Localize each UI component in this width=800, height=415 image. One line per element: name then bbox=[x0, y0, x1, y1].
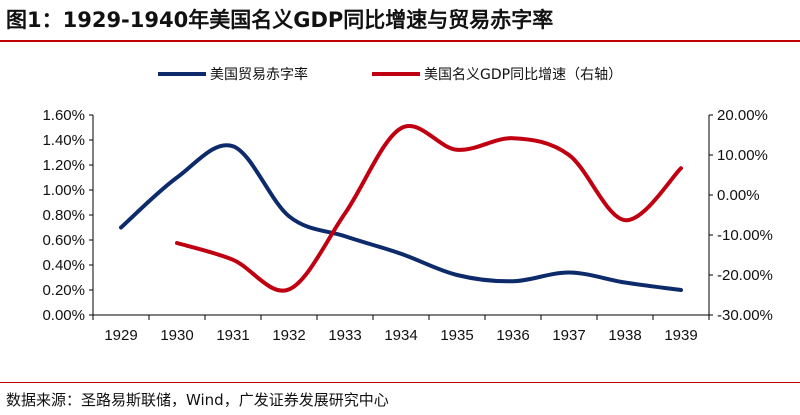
left-axis-tick-label: 1.00% bbox=[42, 182, 85, 199]
right-axis-tick-label: 20.00% bbox=[717, 107, 768, 124]
chart-title: 图1：1929-1940年美国名义GDP同比增速与贸易赤字率 bbox=[6, 8, 554, 32]
legend-label: 美国贸易赤字率 bbox=[210, 66, 308, 83]
right-axis-tick-label: -30.00% bbox=[717, 307, 773, 324]
x-axis-tick-label: 1938 bbox=[608, 327, 641, 344]
x-axis-tick-label: 1933 bbox=[328, 327, 361, 344]
left-axis-tick-label: 1.40% bbox=[42, 132, 85, 149]
source-divider bbox=[0, 382, 800, 383]
left-axis-tick-label: 0.20% bbox=[42, 282, 85, 299]
right-axis-tick-label: 0.00% bbox=[717, 187, 760, 204]
legend-label: 美国名义GDP同比增速（右轴） bbox=[424, 67, 622, 83]
x-axis-tick-label: 1930 bbox=[160, 327, 193, 344]
x-axis-tick-label: 1935 bbox=[440, 327, 473, 344]
right-axis-tick-label: -10.00% bbox=[717, 227, 773, 244]
left-axis-tick-label: 0.00% bbox=[42, 307, 85, 324]
left-axis-tick-label: 1.60% bbox=[42, 107, 85, 124]
left-axis-tick-label: 1.20% bbox=[42, 157, 85, 174]
x-axis-tick-label: 1934 bbox=[384, 327, 417, 344]
left-axis-tick-label: 0.60% bbox=[42, 232, 85, 249]
x-axis-tick-label: 1931 bbox=[216, 327, 249, 344]
left-axis-tick-label: 0.80% bbox=[42, 207, 85, 224]
x-axis-tick-label: 1929 bbox=[104, 327, 137, 344]
title-divider bbox=[0, 40, 800, 42]
x-axis-tick-label: 1939 bbox=[664, 327, 697, 344]
x-axis-tick-label: 1932 bbox=[272, 327, 305, 344]
series-line-gdp-growth bbox=[175, 124, 683, 293]
x-axis-tick-label: 1937 bbox=[552, 327, 585, 344]
right-axis-tick-label: 10.00% bbox=[717, 147, 768, 164]
series-line-trade-deficit bbox=[119, 143, 683, 292]
right-axis-tick-label: -20.00% bbox=[717, 267, 773, 284]
left-axis-tick-label: 0.40% bbox=[42, 257, 85, 274]
x-axis-tick-label: 1936 bbox=[496, 327, 529, 344]
source-note: 数据来源：圣路易斯联储，Wind，广发证券发展研究中心 bbox=[6, 391, 389, 409]
